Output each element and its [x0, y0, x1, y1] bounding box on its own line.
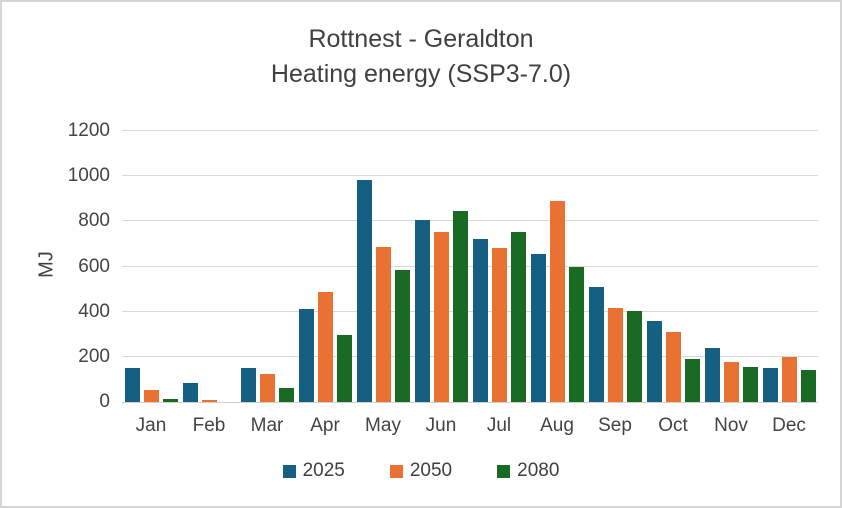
- bar-2025-mar: [240, 368, 256, 402]
- legend-entry-2050: 2050: [389, 460, 453, 482]
- legend-entry-2025: 2025: [282, 460, 345, 482]
- x-tick-label-jul: Jul: [486, 415, 512, 436]
- bar-2025-jul: [472, 239, 488, 402]
- bar-2080-apr: [336, 335, 352, 402]
- bar-2050-may: [375, 247, 391, 402]
- y-axis-ticks: 0 200 400 600 800 1000 1200: [2, 121, 110, 412]
- bar-2025-apr: [298, 309, 314, 402]
- category-group-jan: Jan: [122, 131, 180, 436]
- bar-2050-aug: [549, 201, 565, 402]
- y-tick-label-0: 0: [99, 391, 110, 412]
- chart-title: Rottnest - Geraldton Heating energy (SSP…: [2, 22, 840, 92]
- x-tick-label-apr: Apr: [310, 415, 340, 436]
- legend: 2025 2050 2080: [2, 460, 840, 482]
- bar-2080-oct: [684, 359, 700, 402]
- bar-2080-jul: [510, 231, 526, 402]
- category-group-oct: Oct: [644, 131, 702, 436]
- y-tick-label-1000: 1000: [67, 165, 110, 187]
- x-tick-label-oct: Oct: [658, 415, 688, 436]
- bar-2050-nov: [723, 362, 739, 402]
- category-group-sep: Sep: [586, 131, 644, 436]
- legend-swatch-2080: [497, 464, 511, 478]
- bar-2080-jan: [162, 398, 178, 402]
- bar-2080-may: [394, 269, 410, 402]
- bar-2050-feb: [201, 399, 217, 402]
- bar-2025-aug: [530, 254, 546, 402]
- gridline-1000: [122, 175, 818, 177]
- x-tick-label-aug: Aug: [540, 415, 574, 436]
- bar-groups: Jan Feb Mar Apr May Jun Jul Aug Sep Oct Nov Dec: [122, 131, 818, 436]
- bar-2050-jan: [143, 389, 159, 402]
- y-tick-label-600: 600: [78, 255, 110, 277]
- y-tick-label-800: 800: [78, 210, 110, 232]
- x-tick-label-nov: Nov: [714, 415, 748, 436]
- bar-2080-mar: [278, 388, 294, 402]
- bar-2025-oct: [646, 320, 662, 402]
- gridline-200: [122, 355, 818, 357]
- bar-2050-oct: [665, 332, 681, 402]
- chart-title-line1: Rottnest - Geraldton: [308, 25, 534, 53]
- bar-2025-may: [356, 179, 372, 402]
- bar-2025-feb: [182, 382, 198, 402]
- bar-2050-jun: [433, 231, 449, 402]
- category-group-may: May: [354, 131, 412, 436]
- chart-title-line2: Heating energy (SSP3-7.0): [270, 60, 572, 88]
- category-group-nov: Nov: [702, 131, 760, 436]
- bar-2080-aug: [568, 266, 584, 402]
- x-tick-label-feb: Feb: [192, 415, 226, 436]
- category-group-apr: Apr: [296, 131, 354, 436]
- bar-2050-dec: [781, 356, 797, 402]
- gridline-600: [122, 265, 818, 267]
- bar-2025-jun: [414, 220, 430, 402]
- bar-2025-dec: [762, 368, 778, 402]
- legend-label-2080: 2080: [517, 460, 560, 481]
- legend-swatch-2050: [389, 464, 403, 478]
- bar-2025-nov: [704, 347, 720, 402]
- plot-area: Jan Feb Mar Apr May Jun Jul Aug Sep Oct Nov Dec: [122, 130, 818, 436]
- category-group-jul: Jul: [470, 131, 528, 436]
- gridline-400: [122, 310, 818, 312]
- category-group-mar: Mar: [238, 131, 296, 436]
- x-tick-label-jan: Jan: [135, 415, 167, 436]
- bar-2080-sep: [626, 310, 642, 402]
- legend-label-2025: 2025: [302, 460, 345, 481]
- x-tick-label-jun: Jun: [425, 415, 457, 436]
- bar-2050-apr: [317, 292, 333, 402]
- bar-2080-nov: [742, 367, 758, 402]
- category-group-feb: Feb: [180, 131, 238, 436]
- bar-2080-dec: [800, 370, 816, 402]
- gridline-1200: [122, 130, 818, 131]
- x-tick-label-dec: Dec: [772, 415, 806, 436]
- category-group-aug: Aug: [528, 131, 586, 436]
- bar-2025-sep: [588, 286, 604, 402]
- bar-2080-jun: [452, 211, 468, 402]
- legend-swatch-2025: [282, 464, 296, 478]
- y-tick-label-200: 200: [78, 345, 110, 367]
- category-group-jun: Jun: [412, 131, 470, 436]
- gridline-800: [122, 220, 818, 222]
- y-tick-label-1200: 1200: [67, 120, 110, 141]
- legend-label-2050: 2050: [409, 460, 453, 481]
- bar-2050-jul: [491, 248, 507, 402]
- x-tick-label-mar: Mar: [250, 415, 284, 436]
- y-tick-label-400: 400: [78, 300, 110, 322]
- legend-entry-2080: 2080: [497, 460, 559, 482]
- bar-2025-jan: [124, 368, 140, 402]
- x-tick-label-sep: Sep: [598, 415, 632, 436]
- category-group-dec: Dec: [760, 131, 818, 436]
- bar-2050-mar: [259, 373, 275, 402]
- bar-2050-sep: [607, 308, 623, 402]
- x-tick-label-may: May: [365, 415, 401, 436]
